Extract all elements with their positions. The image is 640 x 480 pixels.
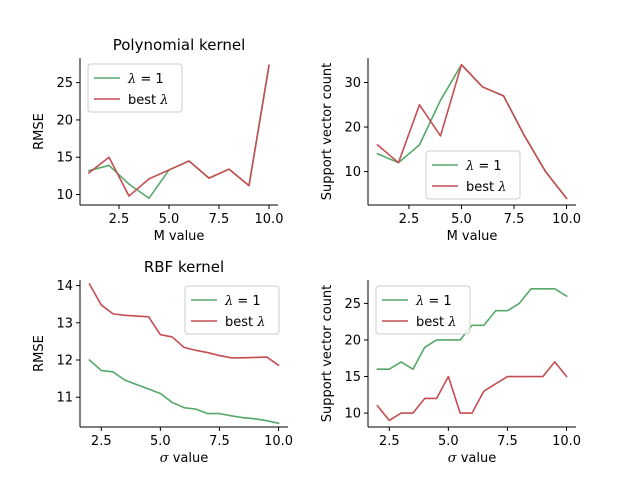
legend-label: best λ	[416, 315, 457, 330]
x-tick-label: 5.0	[438, 434, 459, 449]
legend: λ = 1 best λ	[375, 285, 471, 335]
subplot-3: 2.5 5.0 7.5 10.0 11 12 13 14 σ value RMSE RBF kern…	[32, 258, 293, 466]
subplot-title: RBF kernel	[144, 258, 224, 276]
subplot-1: 2.5 5.0 7.5 10.0 10 15 20 25 M value RMSE Polynomi…	[32, 36, 283, 244]
subplot-2: 2.5 5.0 7.5 10.0 10 20 30 M value Support vector…	[320, 58, 581, 244]
x-tick-label: 5.0	[451, 212, 472, 227]
y-tick-label: 30	[344, 76, 361, 91]
subplot-4: 2.5 5.0 7.5 10.0 10 15 20 25 σ value Support vect…	[320, 280, 581, 466]
legend: λ = 1 best λ	[184, 285, 280, 335]
x-tick-label: 7.5	[497, 434, 518, 449]
series-line	[376, 361, 568, 422]
y-tick-label: 25	[56, 76, 73, 91]
legend-label: λ = 1	[415, 294, 452, 309]
subplot-title: Polynomial kernel	[113, 36, 246, 54]
legend-box	[87, 63, 183, 113]
y-tick-label: 15	[56, 151, 73, 166]
legend-box	[375, 285, 471, 335]
y-tick-label: 13	[56, 316, 73, 331]
y-tick-label: 25	[344, 297, 361, 312]
y-tick-label: 11	[56, 391, 73, 406]
y-tick-label: 15	[344, 370, 361, 385]
y-tick-label: 14	[56, 279, 73, 294]
y-tick-label: 10	[56, 188, 73, 203]
x-tick-label: 7.5	[209, 212, 230, 227]
y-tick-label: 10	[344, 407, 361, 422]
x-axis-label: σ value	[160, 451, 209, 466]
legend: λ = 1 best λ	[87, 63, 183, 113]
x-tick-label: 2.5	[379, 434, 400, 449]
x-tick-label: 7.5	[209, 434, 230, 449]
y-axis-label: RMSE	[32, 335, 47, 372]
legend-box	[425, 150, 521, 200]
y-tick-label: 10	[344, 165, 361, 180]
series-line	[88, 282, 280, 367]
x-tick-label: 2.5	[109, 212, 130, 227]
series-line	[88, 358, 280, 425]
x-tick-label: 7.5	[504, 212, 525, 227]
legend-box	[184, 285, 280, 335]
x-tick-label: 5.0	[159, 212, 180, 227]
legend-label: best λ	[225, 315, 266, 330]
x-tick-label: 10.0	[255, 212, 284, 227]
x-axis-label: σ value	[448, 451, 497, 466]
legend-label: λ = 1	[127, 72, 164, 87]
legend-label: λ = 1	[224, 294, 261, 309]
legend-label: best λ	[466, 180, 507, 195]
x-tick-label: 10.0	[552, 212, 581, 227]
x-tick-label: 10.0	[264, 434, 293, 449]
y-axis-label: Support vector count	[320, 285, 335, 423]
legend-label: λ = 1	[465, 159, 502, 174]
x-tick-label: 10.0	[552, 434, 581, 449]
series-line	[87, 64, 270, 197]
series-line	[376, 63, 568, 200]
series-line	[376, 287, 568, 371]
y-tick-label: 20	[344, 333, 361, 348]
x-tick-label: 2.5	[399, 212, 420, 227]
y-axis-label: RMSE	[32, 113, 47, 150]
y-tick-label: 20	[344, 121, 361, 136]
y-axis-label: Support vector count	[320, 63, 335, 201]
x-axis-label: M value	[447, 229, 498, 244]
x-axis-label: M value	[154, 229, 205, 244]
legend: λ = 1 best λ	[425, 150, 521, 200]
x-tick-label: 5.0	[150, 434, 171, 449]
legend-label: best λ	[128, 93, 169, 108]
x-tick-label: 2.5	[91, 434, 112, 449]
y-tick-label: 12	[56, 354, 73, 369]
y-tick-label: 20	[56, 113, 73, 128]
